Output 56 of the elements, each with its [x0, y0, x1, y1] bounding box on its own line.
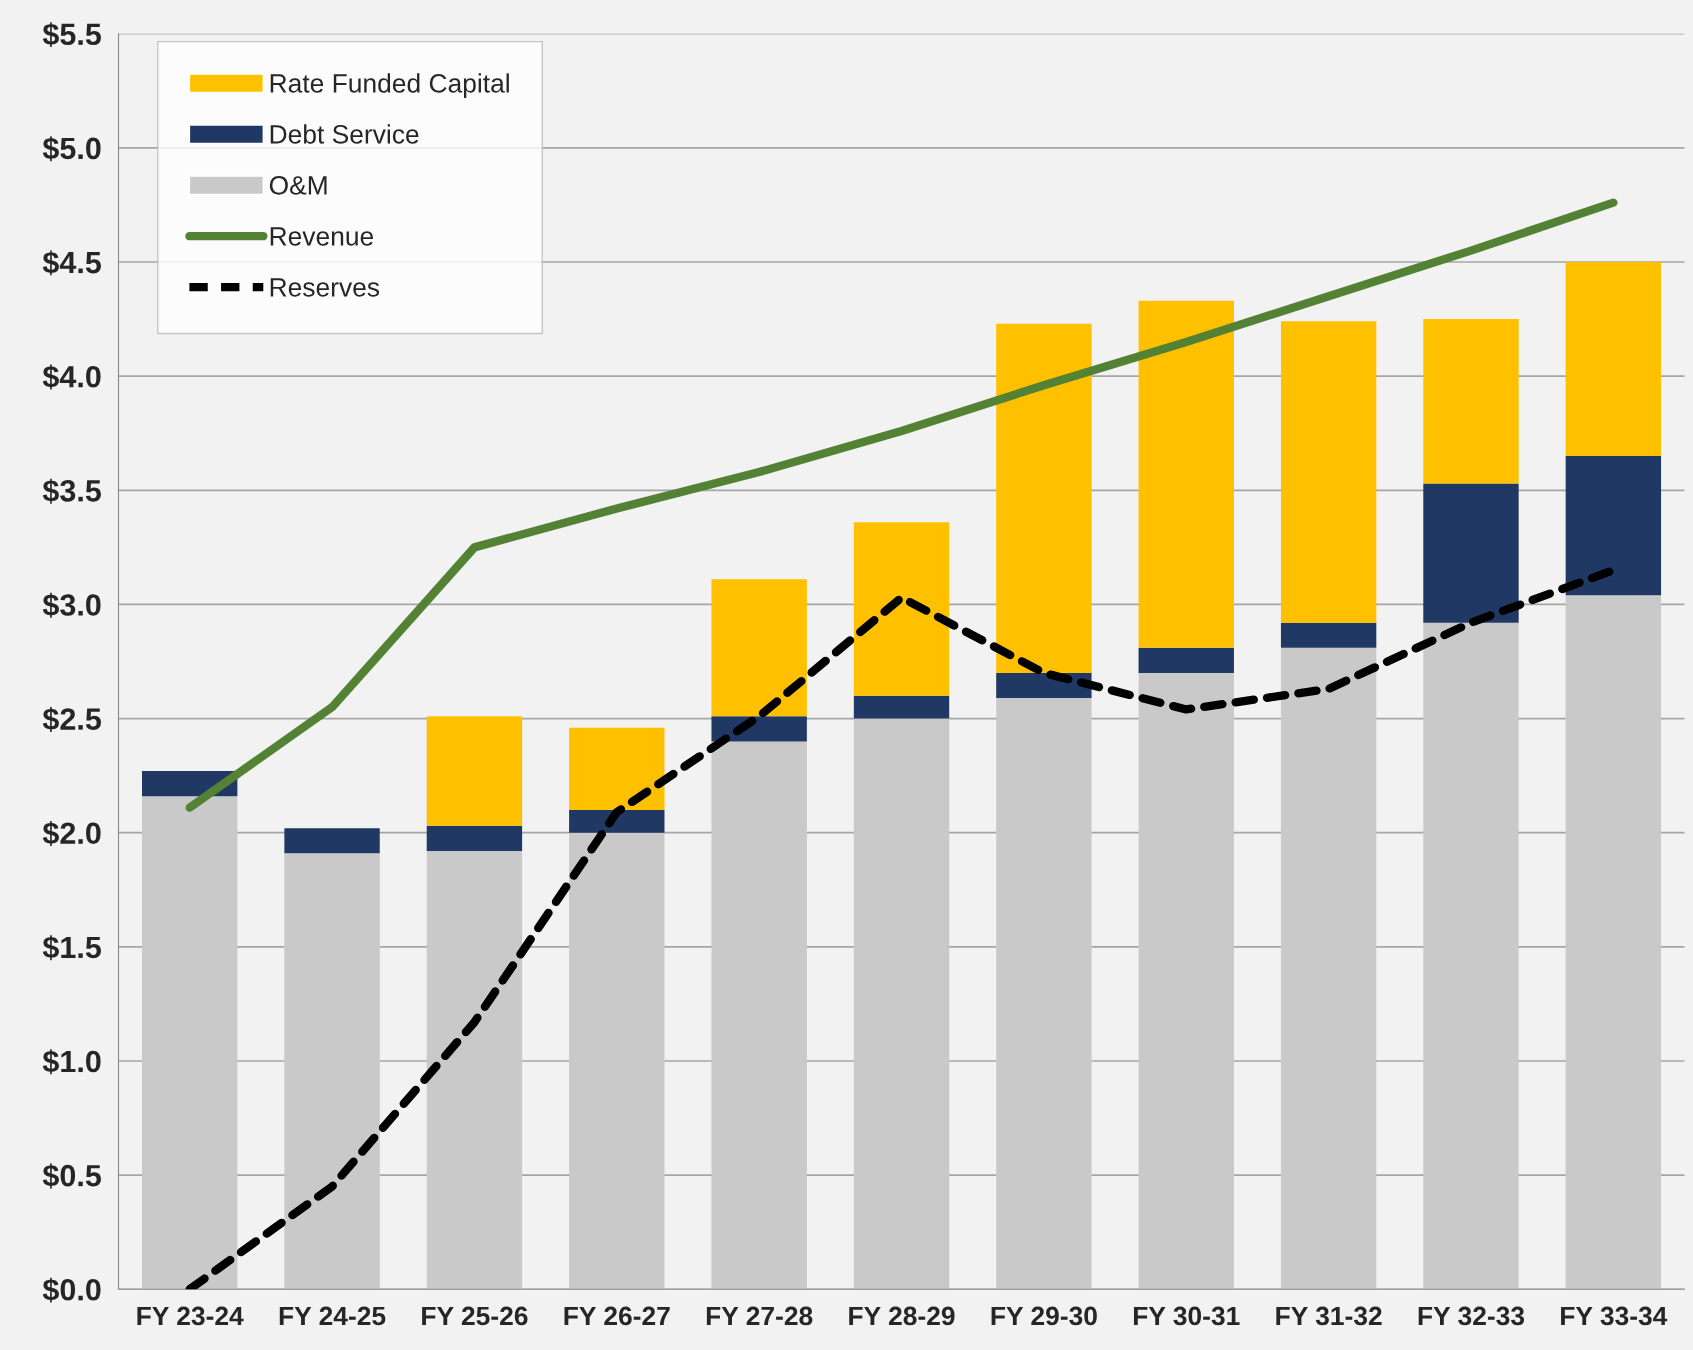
y-tick-label: $5.0	[42, 136, 101, 162]
bar	[1138, 672, 1234, 1290]
x-tick-label: FY 27-28	[706, 1306, 813, 1326]
bar	[1138, 647, 1234, 673]
bar	[1138, 300, 1234, 648]
y-tick-label: $2.0	[42, 821, 101, 847]
bar	[142, 796, 238, 1290]
y-tick-label: $4.0	[42, 364, 101, 390]
x-tick-label: FY 25-26	[422, 1306, 528, 1326]
bar	[853, 522, 950, 696]
bar	[1280, 321, 1377, 623]
x-tick-label: FY 26-27	[564, 1306, 670, 1326]
legend-label: Reserves	[270, 278, 380, 297]
x-tick-label: FY 30-31	[1133, 1306, 1240, 1326]
y-tick-label: $4.5	[42, 250, 101, 276]
bar	[569, 727, 665, 810]
legend-label: Rate Funded Capital	[270, 73, 509, 98]
x-tick-label: FY 23-24	[137, 1306, 244, 1326]
bar	[711, 579, 807, 717]
bar	[853, 718, 950, 1290]
bar	[1423, 622, 1519, 1290]
bar	[1280, 647, 1377, 1290]
x-tick-label: FY 29-30	[991, 1306, 1097, 1326]
bar	[426, 850, 523, 1290]
bar	[853, 695, 950, 719]
bar	[1565, 456, 1662, 596]
x-tick-label: FY 24-25	[279, 1306, 386, 1326]
bar	[426, 825, 523, 851]
bar	[996, 698, 1092, 1290]
x-tick-label: FY 33-34	[1561, 1306, 1668, 1326]
bar	[1565, 595, 1662, 1290]
bar	[711, 741, 807, 1290]
bar	[1423, 483, 1519, 623]
bar	[1280, 622, 1377, 648]
bar	[1423, 319, 1519, 484]
bar	[569, 832, 665, 1290]
bar	[996, 323, 1092, 673]
x-tick-label: FY 28-29	[849, 1306, 955, 1326]
bar	[569, 809, 665, 833]
x-tick-label: FY 32-33	[1418, 1306, 1525, 1326]
legend-label: Revenue	[270, 227, 374, 246]
y-tick-label: $1.5	[42, 935, 101, 961]
y-tick-label: $3.5	[42, 478, 101, 504]
bar	[1565, 262, 1662, 457]
legend-label: O&M	[269, 176, 327, 195]
y-tick-label: $0.5	[42, 1163, 101, 1189]
bar	[426, 716, 523, 826]
legend-label: Debt Service	[270, 124, 419, 144]
y-tick-label: $2.5	[42, 706, 101, 732]
y-tick-label: $0.0	[42, 1277, 101, 1303]
y-tick-label: $1.0	[42, 1049, 101, 1075]
x-tick-label: FY 31-32	[1276, 1306, 1382, 1326]
y-tick-label: $3.0	[42, 592, 101, 618]
bar	[284, 853, 380, 1290]
y-tick-label: $5.5	[42, 22, 101, 48]
bar	[284, 828, 380, 854]
